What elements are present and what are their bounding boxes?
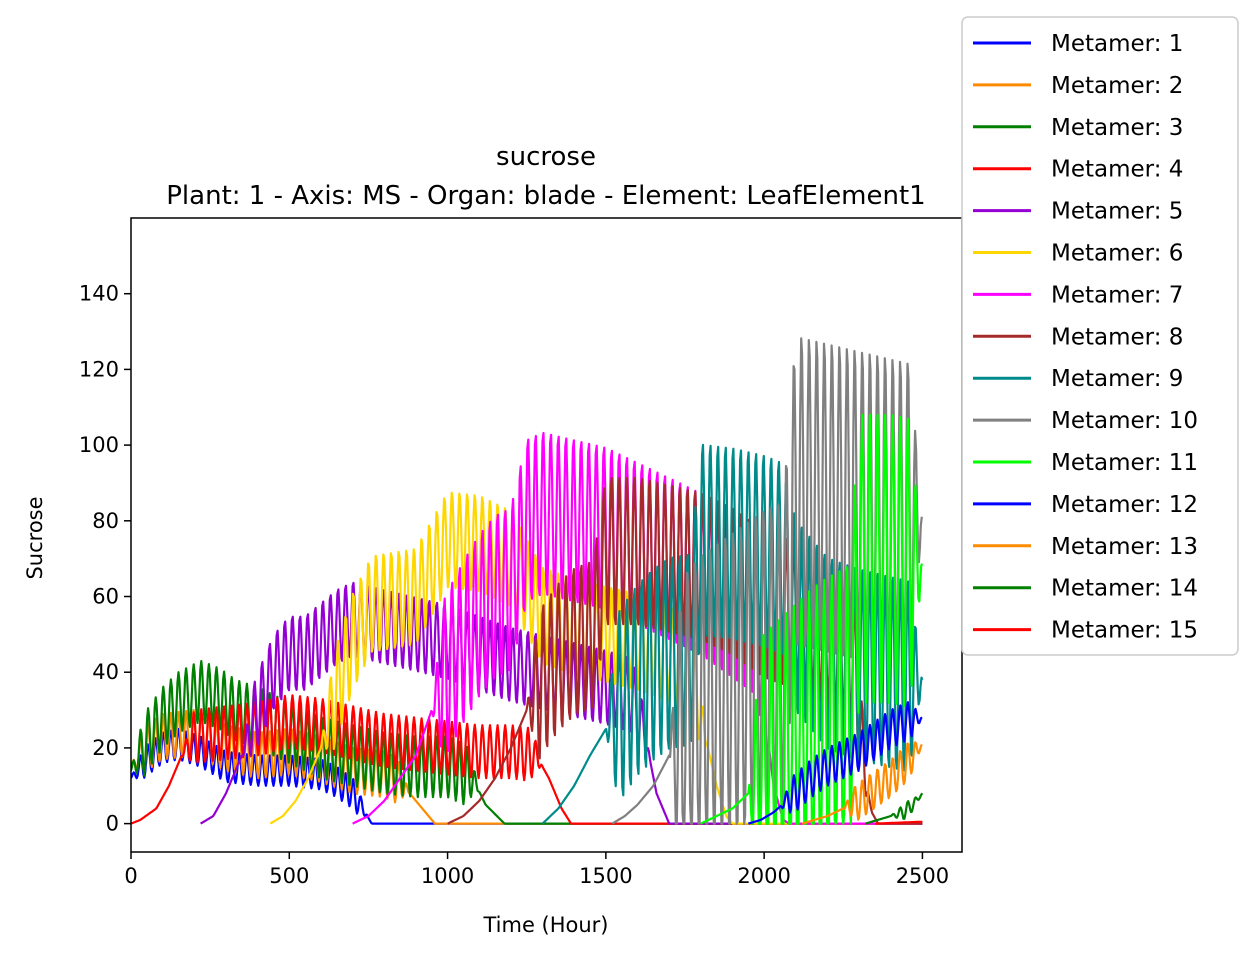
x-tick-label: 1500 [579,864,632,888]
legend: Metamer: 1 Metamer: 2 Metamer: 3 Metamer: 4… [961,16,1239,656]
legend-label: Metamer: 12 [1051,492,1198,518]
legend-item: Metamer: 12 [973,492,1198,518]
x-axis-label: Time (Hour) [482,913,608,937]
x-tick-label: 1000 [421,864,474,888]
legend-item: Metamer: 7 [973,282,1183,308]
legend-item: Metamer: 3 [973,115,1183,141]
series-line-metamer-15 [874,820,923,825]
series-line-metamer-13 [801,741,923,825]
y-axis-ticks: 0 20 40 60 80 100 120 140 [79,282,131,836]
legend-label: Metamer: 14 [1051,576,1198,602]
y-tick-label: 0 [106,812,119,836]
legend-label: Metamer: 1 [1051,31,1183,57]
legend-label: Metamer: 11 [1051,450,1198,476]
chart-title: sucrose [496,142,596,172]
legend-label: Metamer: 9 [1051,366,1183,392]
y-axis-label: Sucrose [23,496,47,579]
y-tick-label: 40 [92,660,119,684]
legend-item: Metamer: 15 [973,618,1198,644]
x-tick-label: 2500 [896,864,949,888]
x-axis-ticks: 0 500 1000 1500 2000 2500 [124,852,949,888]
legend-label: Metamer: 4 [1051,157,1183,183]
legend-label: Metamer: 3 [1051,115,1183,141]
legend-label: Metamer: 6 [1051,241,1183,267]
legend-frame [961,16,1239,656]
legend-item: Metamer: 1 [973,31,1183,57]
x-tick-label: 0 [124,864,137,888]
series-line-metamer-9 [541,443,924,825]
legend-label: Metamer: 5 [1051,199,1183,225]
legend-item: Metamer: 5 [973,199,1183,225]
legend-label: Metamer: 2 [1051,73,1183,99]
legend-label: Metamer: 10 [1051,408,1198,434]
legend-item: Metamer: 4 [973,157,1183,183]
y-tick-label: 60 [92,585,119,609]
x-tick-label: 2000 [737,864,790,888]
y-tick-label: 80 [92,509,119,533]
legend-item: Metamer: 11 [973,450,1198,476]
x-tick-label: 500 [269,864,309,888]
series-layer [131,337,924,825]
y-tick-label: 100 [79,433,119,457]
y-tick-label: 120 [79,357,119,381]
legend-item: Metamer: 13 [973,534,1198,560]
legend-label: Metamer: 8 [1051,324,1183,350]
legend-item: Metamer: 6 [973,241,1183,267]
legend-label: Metamer: 15 [1051,618,1198,644]
y-tick-label: 140 [79,282,119,306]
legend-label: Metamer: 13 [1051,534,1198,560]
y-tick-label: 20 [92,736,119,760]
legend-item: Metamer: 14 [973,576,1198,602]
chart-subtitle: Plant: 1 - Axis: MS - Organ: blade - Ele… [166,181,925,211]
series-line-metamer-12 [747,701,923,825]
legend-item: Metamer: 2 [973,73,1183,99]
legend-item: Metamer: 8 [973,324,1183,350]
legend-label: Metamer: 7 [1051,282,1183,308]
series-line-metamer-14 [865,792,924,825]
legend-item: Metamer: 9 [973,366,1183,392]
legend-item: Metamer: 10 [973,408,1198,434]
